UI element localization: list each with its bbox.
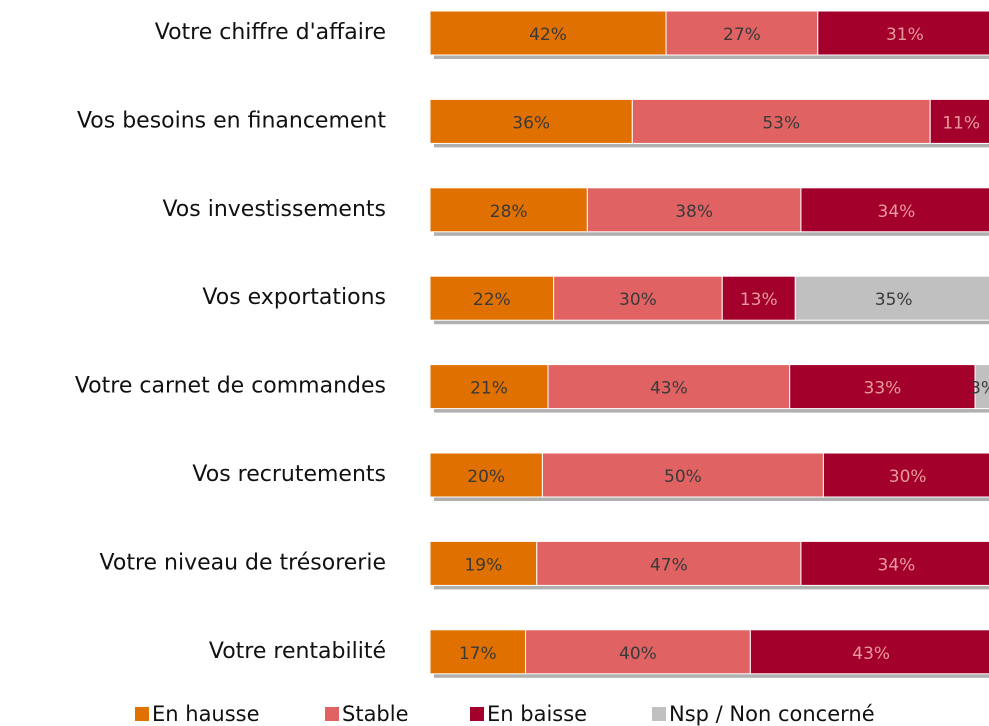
data-label: 43% [852, 644, 890, 664]
legend-swatch [470, 707, 484, 721]
data-label: 20% [467, 467, 505, 487]
legend-swatch [652, 707, 666, 721]
bar-segment [541, 452, 824, 498]
bar-shadow [434, 55, 989, 59]
bar-segment [429, 10, 667, 56]
legend-swatch [135, 707, 149, 721]
legend: En hausse Stable En baisse Nsp / Non concer… [135, 702, 875, 726]
category-label: Vos investissements [162, 197, 386, 222]
bar-segment [817, 10, 989, 56]
legend-label: En hausse [152, 702, 260, 726]
bar-segment [665, 10, 819, 56]
data-label: 28% [490, 202, 528, 222]
category-label: Votre chiffre d'affaire [155, 20, 386, 45]
data-label: 31% [886, 25, 924, 45]
data-label: 50% [664, 467, 702, 487]
data-label: 21% [470, 379, 508, 399]
bar-segment [536, 540, 802, 586]
bar-shadow [434, 497, 989, 501]
bar-segment [822, 452, 989, 498]
data-label: 11% [942, 113, 980, 133]
data-label: 22% [473, 290, 511, 310]
category-label: Vos recrutements [192, 462, 386, 487]
data-label: 3% [970, 379, 989, 399]
category-label: Votre carnet de commandes [75, 374, 386, 399]
bar-segment [429, 275, 555, 321]
bar-shadow [434, 408, 989, 413]
bar-shadow [434, 673, 989, 678]
bar-segment [547, 364, 791, 410]
data-label: 30% [889, 467, 927, 487]
data-label: 53% [762, 113, 800, 133]
legend-label: En baisse [487, 702, 587, 726]
legend-swatch [325, 707, 339, 721]
legend-label: Stable [342, 702, 409, 726]
bar-segment [974, 364, 989, 410]
data-label: 34% [878, 555, 916, 575]
bar-segment [789, 364, 976, 410]
bar-segment [721, 275, 796, 321]
data-label: 19% [464, 555, 502, 575]
bar-shadow [434, 231, 989, 236]
data-label: 27% [723, 25, 761, 45]
bar-shadow [434, 143, 989, 148]
category-label: Vos exportations [202, 285, 386, 310]
data-label: 30% [619, 290, 657, 310]
bar-segment [794, 275, 989, 321]
data-label: 33% [864, 379, 902, 399]
bar-segment [586, 187, 802, 233]
bar-segment [631, 98, 931, 144]
category-label: Vos besoins en financement [77, 108, 386, 133]
bar-segment [429, 98, 633, 144]
data-label: 36% [512, 113, 550, 133]
bar-shadow [434, 320, 989, 325]
bar-segment [749, 629, 989, 675]
category-label: Votre niveau de trésorerie [100, 550, 386, 575]
bar-segment [800, 540, 989, 586]
legend-label: Nsp / Non concerné [669, 702, 875, 726]
bar-segment [800, 187, 989, 233]
data-label: 17% [459, 644, 497, 664]
data-label: 47% [650, 555, 688, 575]
data-label: 35% [875, 290, 913, 310]
category-label: Votre rentabilité [209, 639, 386, 664]
bar-segment [929, 98, 989, 144]
data-label: 38% [675, 202, 713, 222]
data-label: 34% [878, 202, 916, 222]
bar-segment [429, 364, 549, 410]
bar-segment [429, 540, 538, 586]
data-label: 43% [650, 379, 688, 399]
bar-segment [429, 452, 543, 498]
bar-shadow [434, 585, 989, 590]
data-label: 13% [740, 290, 778, 310]
data-label: 42% [529, 25, 567, 45]
bar-segment [429, 629, 527, 675]
data-label: 40% [619, 644, 657, 664]
bar-segment [525, 629, 751, 675]
plot-area: 42% 27% 31% 36% 53% 11% 28% 38% 34% 22% 30% 13% 35% 2… [429, 10, 989, 678]
